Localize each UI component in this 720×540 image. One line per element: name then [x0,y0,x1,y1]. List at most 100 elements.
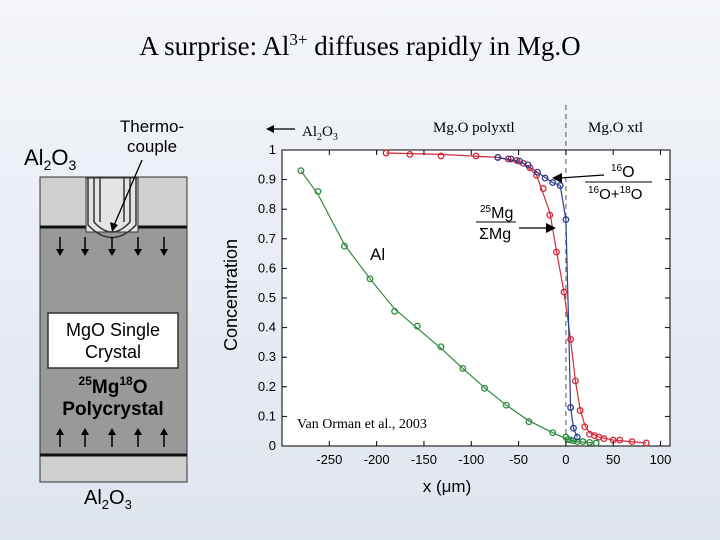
x-tick-label: 100 [650,452,672,467]
y-tick-label: 1 [269,142,276,157]
mg25-data-point [546,211,554,219]
polycrystal-label: Polycrystal [62,399,163,420]
x-tick-label: -50 [509,452,528,467]
plot-area [281,149,671,447]
al-data-point [481,384,488,392]
mg25-data-point [552,248,560,256]
o-ratio-denominator: 16O+18O [588,185,642,203]
x-tick-label: -150 [411,452,437,467]
mg25-data-point [539,185,547,192]
al-data-point [502,401,510,409]
x-tick-label: 0 [562,452,569,467]
thermocouple-pointer-head [110,222,118,232]
y-tick-label: 0.7 [258,231,276,246]
y-tick-label: 0.1 [258,408,276,423]
o-ratio-pointer [559,174,605,179]
y-tick-label: 0.5 [258,290,276,305]
o16-data-point [573,433,581,441]
citation-label: Van Orman et al., 2003 [297,417,427,432]
o16-data-point [541,174,549,182]
al-data-point [586,438,594,446]
mg25-data-point [642,439,650,447]
o16-data-point [562,216,570,224]
thermocouple-label-1: Thermo- [120,117,184,136]
o16-data-point [494,153,502,161]
y-tick-label: 0.6 [258,260,276,275]
y-tick-label: 0.8 [258,201,276,216]
o16-data-point [549,179,557,187]
mg25-data-point [616,436,624,444]
thermocouple-pointer [111,159,143,231]
o16-data-point [507,155,515,163]
x-tick-label: 50 [606,452,620,467]
al-data-point [314,187,322,195]
single-crystal-label-2: Crystal [85,342,141,362]
y-tick-label: 0.4 [258,320,276,335]
mg25-data-point [533,171,541,179]
x-tick-label: -200 [364,452,390,467]
mg25-data-point [600,435,608,443]
al-data-point [592,439,600,447]
mg25-data-point [472,152,480,160]
mg25-data-point [382,149,390,157]
x-tick-label: -250 [316,452,342,467]
x-axis-label: x (μm) [423,477,472,496]
o-ratio-pointer-head [552,173,562,183]
y-tick-label: 0 [269,438,276,453]
o16-data-point [534,168,541,176]
al-fit-line [300,170,595,444]
al-data-point [391,307,399,315]
al-data-point [366,275,374,283]
o16-data-point [556,182,564,189]
al2o3-top-label: Al2O3 [24,145,76,173]
mg25-data-point [581,423,589,431]
mg-ratio-numerator: 25Mg [480,204,513,222]
al-data-point [413,322,421,330]
single-crystal-label-1: MgO Single [66,320,160,340]
mg25-data-point [571,377,579,385]
mgo-polyxtl-label: Mg.O polyxtl [433,120,515,136]
down-arrows [56,237,168,256]
al2o3-bottom-label: Al2O3 [84,487,132,512]
al-data-point [567,436,575,444]
mg25-data-point [437,152,445,160]
title-text: A surprise: Al [139,31,290,61]
o16-data-point [567,404,575,411]
al-data-point [437,343,445,351]
al-data-point [579,438,587,446]
mg25-data-point [560,288,568,296]
al-data-point [459,364,467,372]
mg-ratio-denominator: ΣMg [479,226,511,243]
y-tick-label: 0.2 [258,379,276,394]
o16-data-point [570,424,577,432]
mg-ratio-pointer-head [546,223,556,233]
up-arrows [56,428,168,447]
single-crystal-box [47,312,179,369]
slide-title: A surprise: Al3+ diffuses rapidly in Mg.… [0,30,720,62]
y-tick-label: 0.3 [258,349,276,364]
polycrystal-isotope-label: 25Mg18O [79,374,148,398]
al-data-point [549,429,557,437]
o-ratio-numerator: 16O [611,163,635,181]
mgo-xtl-label: Mg.O xtl [588,120,643,136]
o16-data-point [516,157,523,165]
y-tick-label: 0.9 [258,172,276,187]
o16-fit-line [497,156,578,438]
mg25-data-point [406,150,414,158]
mg25-data-point [576,407,584,414]
al-data-point [297,167,305,175]
mg25-data-point [567,335,575,343]
mg25-data-point [628,438,636,446]
al-data-point [570,437,577,445]
al2o3-direction-label: Al2O3 [302,124,338,143]
al-series-label: Al [370,245,385,264]
al2o3-direction-arrowhead [266,125,274,133]
al-data-point [341,242,348,250]
title-text-rest: diffuses rapidly in Mg.O [307,31,581,61]
al-data-point [525,418,533,426]
o16-data-point [524,161,532,169]
y-axis-label: Concentration [221,239,241,351]
thermocouple-label-2: couple [127,137,177,156]
